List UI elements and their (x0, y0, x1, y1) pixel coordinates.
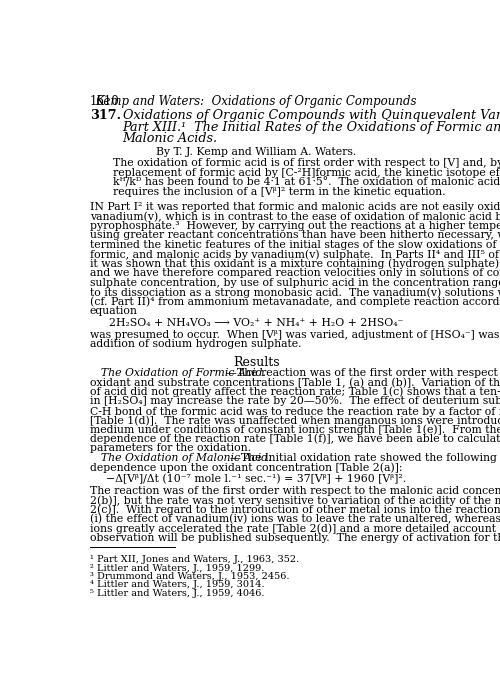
Text: of acid did not greatly affect the reaction rate; Table 1(c) shows that a ten-fo: of acid did not greatly affect the react… (90, 387, 500, 397)
Text: ² Littler and Waters, J., 1959, 1299.: ² Littler and Waters, J., 1959, 1299. (90, 564, 264, 572)
Text: requires the inclusion of a [Vᵝ]² term in the kinetic equation.: requires the inclusion of a [Vᵝ]² term i… (113, 187, 446, 196)
Text: termined the kinetic features of the initial stages of the slow oxidations of fo: termined the kinetic features of the ini… (90, 240, 500, 250)
Text: By T. J. Kemp and William A. Waters.: By T. J. Kemp and William A. Waters. (156, 147, 356, 157)
Text: —The reaction was of the first order with respect to both: —The reaction was of the first order wit… (226, 368, 500, 378)
Text: Kemp and Waters:  Oxidations of Organic Compounds: Kemp and Waters: Oxidations of Organic C… (96, 94, 417, 107)
Text: 1610: 1610 (90, 94, 120, 107)
Text: pyrophosphate.³  However, by carrying out the reactions at a higher temperature : pyrophosphate.³ However, by carrying out… (90, 221, 500, 231)
Text: it was shown that this oxidant is a mixture containing (hydrogen sulphate) compl: it was shown that this oxidant is a mixt… (90, 259, 500, 270)
Text: ⁴ Littler and Waters, J., 1959, 3014.: ⁴ Littler and Waters, J., 1959, 3014. (90, 581, 264, 589)
Text: addition of sodium hydrogen sulphate.: addition of sodium hydrogen sulphate. (90, 340, 301, 349)
Text: ³ Drummond and Waters, J., 1953, 2456.: ³ Drummond and Waters, J., 1953, 2456. (90, 572, 289, 581)
Text: ¹ Part XII, Jones and Waters, J., 1963, 352.: ¹ Part XII, Jones and Waters, J., 1963, … (90, 555, 299, 564)
Text: (i) the effect of vanadium(iv) ions was to leave the rate unaltered, whereas (ii: (i) the effect of vanadium(iv) ions was … (90, 514, 500, 524)
Text: dependence of the reaction rate [Table 1(f)], we have been able to calculate the: dependence of the reaction rate [Table 1… (90, 434, 500, 445)
Text: using greater reactant concentrations than have been hitherto necessary, we have: using greater reactant concentrations th… (90, 230, 500, 240)
Text: kᴴ/kᴰ has been found to be 4·1 at 61·5°.  The oxidation of malonic acid: kᴴ/kᴰ has been found to be 4·1 at 61·5°.… (113, 177, 500, 187)
Text: 317.: 317. (90, 109, 120, 122)
Text: The reaction was of the first order with respect to the malonic acid concentrati: The reaction was of the first order with… (90, 485, 500, 496)
Text: —The initial oxidation rate showed the following: —The initial oxidation rate showed the f… (230, 453, 498, 462)
Text: parameters for the oxidation.: parameters for the oxidation. (90, 443, 250, 454)
Text: formic, and malonic acids by vanadium(v) sulphate.  In Parts II⁴ and III⁵ of thi: formic, and malonic acids by vanadium(v)… (90, 249, 500, 260)
Text: C-H bond of the formic acid was to reduce the reaction rate by a factor of four : C-H bond of the formic acid was to reduc… (90, 405, 500, 416)
Text: 2(b)], but the rate was not very sensitive to variation of the acidity of the me: 2(b)], but the rate was not very sensiti… (90, 495, 500, 506)
Text: The Oxidation of Formic Acid.: The Oxidation of Formic Acid. (90, 368, 266, 378)
Text: IN Part I² it was reported that formic and malonic acids are not easily oxidised: IN Part I² it was reported that formic a… (90, 202, 500, 213)
Text: to its dissociation as a strong monobasic acid.  The vanadium(v) solutions were : to its dissociation as a strong monobasi… (90, 287, 500, 297)
Text: vanadium(v), which is in contrast to the ease of oxidation of malonic acid by ma: vanadium(v), which is in contrast to the… (90, 212, 500, 222)
Text: sulphate concentration, by use of sulphuric acid in the concentration range corr: sulphate concentration, by use of sulphu… (90, 278, 500, 287)
Text: (cf. Part II)⁴ from ammonium metavanadate, and complete reaction according to th: (cf. Part II)⁴ from ammonium metavanadat… (90, 296, 500, 307)
Text: was presumed to occur.  When [Vᵝ] was varied, adjustment of [HSO₄⁻] was made by: was presumed to occur. When [Vᵝ] was var… (90, 330, 500, 340)
Text: ions greatly accelerated the rate [Table 2(d)] and a more detailed account of th: ions greatly accelerated the rate [Table… (90, 524, 500, 534)
Text: The oxidation of formic acid is of first order with respect to [V] and, by: The oxidation of formic acid is of first… (113, 158, 500, 168)
Text: ⁵ Littler and Waters, J., 1959, 4046.: ⁵ Littler and Waters, J., 1959, 4046. (90, 589, 264, 598)
Text: 2(c)].  With regard to the introduction of other metal ions into the reaction me: 2(c)]. With regard to the introduction o… (90, 504, 500, 515)
Text: Results: Results (233, 356, 280, 369)
Text: observation will be published subsequently.  The energy of activation for the ox: observation will be published subsequent… (90, 533, 500, 543)
Text: [Table 1(d)].  The rate was unaffected when manganous ions were introduced into : [Table 1(d)]. The rate was unaffected wh… (90, 415, 500, 426)
Text: dependence upon the oxidant concentration [Table 2(a)]:: dependence upon the oxidant concentratio… (90, 462, 402, 473)
Text: Part XIII.¹  The Initial Rates of the Oxidations of Formic and: Part XIII.¹ The Initial Rates of the Oxi… (122, 121, 500, 134)
Text: The Oxidation of Malonic Acid.: The Oxidation of Malonic Acid. (90, 453, 271, 462)
Text: and we have therefore compared reaction velocities only in solutions of constant: and we have therefore compared reaction … (90, 268, 500, 278)
Text: medium under conditions of constant ionic strength [Table 1(e)].  From the tempe: medium under conditions of constant ioni… (90, 424, 500, 435)
Text: Malonic Acids.: Malonic Acids. (122, 132, 218, 145)
Text: −Δ[Vᵝ]/Δt (10⁻⁷ mole l.⁻¹ sec.⁻¹) = 37[Vᵝ] + 1960 [Vᵝ]².: −Δ[Vᵝ]/Δt (10⁻⁷ mole l.⁻¹ sec.⁻¹) = 37[V… (106, 474, 406, 485)
Text: equation: equation (90, 306, 138, 316)
Text: in [H₂SO₄] may increase the rate by 20—50%.  The effect of deuterium substitutio: in [H₂SO₄] may increase the rate by 20—5… (90, 397, 500, 406)
Text: Oxidations of Organic Compounds with Quinquevalent Vanadium.: Oxidations of Organic Compounds with Qui… (122, 109, 500, 122)
Text: replacement of formic acid by [C-²H]formic acid, the kinetic isotope effect,: replacement of formic acid by [C-²H]form… (113, 168, 500, 178)
Text: 2H₂SO₄ + NH₄VO₃ ⟶ VO₂⁺ + NH₄⁺ + H₂O + 2HSO₄⁻: 2H₂SO₄ + NH₄VO₃ ⟶ VO₂⁺ + NH₄⁺ + H₂O + 2H… (109, 318, 404, 329)
Text: oxidant and substrate concentrations [Table 1, (a) and (b)].  Variation of the c: oxidant and substrate concentrations [Ta… (90, 378, 500, 388)
